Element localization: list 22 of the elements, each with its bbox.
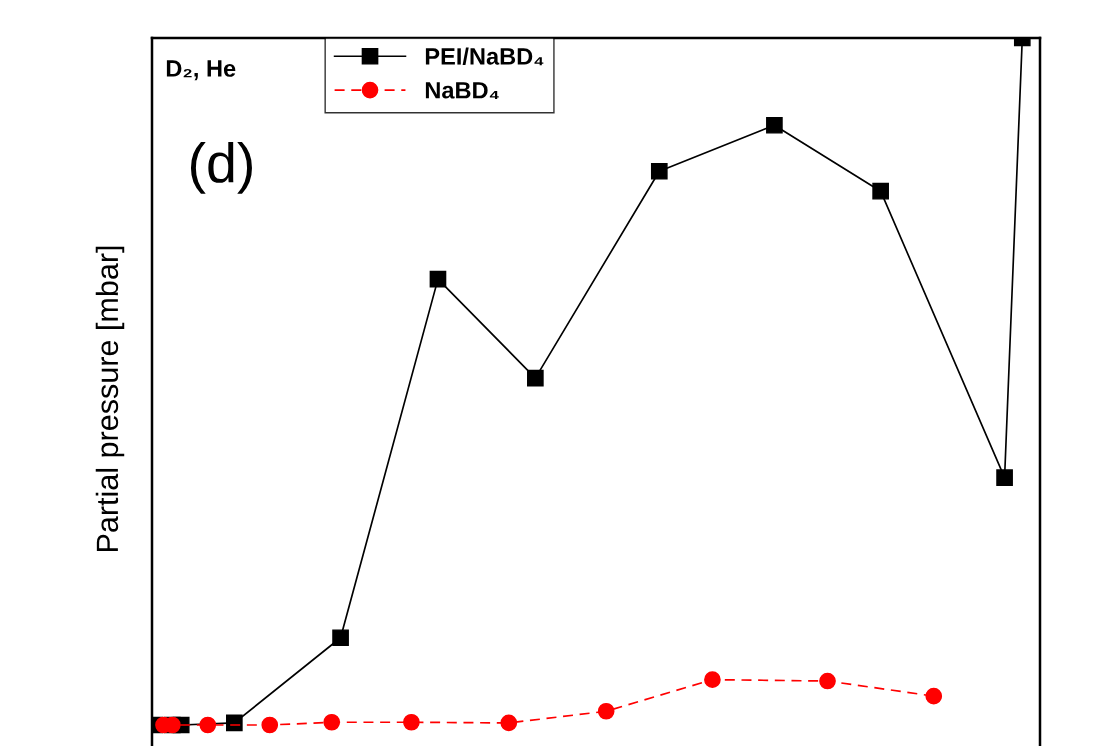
y-axis-title: Partial pressure [mbar]: [95, 246, 125, 552]
point: [872, 182, 889, 200]
point: [429, 270, 447, 288]
annotation: D₂, He: [166, 60, 236, 81]
point: [996, 469, 1013, 487]
annotation: (d): [190, 142, 252, 194]
point: [261, 716, 279, 734]
point: [403, 713, 420, 731]
point: [704, 671, 721, 688]
point: [500, 714, 518, 732]
point: [226, 714, 243, 732]
point: [527, 369, 544, 387]
point: [332, 629, 349, 647]
legend-label: NaBD₄: [425, 82, 499, 100]
point: [323, 713, 341, 731]
point: [766, 116, 783, 134]
point: [597, 702, 615, 720]
point: [819, 672, 836, 690]
point: [925, 687, 943, 705]
point: [650, 162, 668, 180]
point: [199, 716, 217, 734]
legend-label: PEI/NaBD₄: [425, 47, 544, 66]
